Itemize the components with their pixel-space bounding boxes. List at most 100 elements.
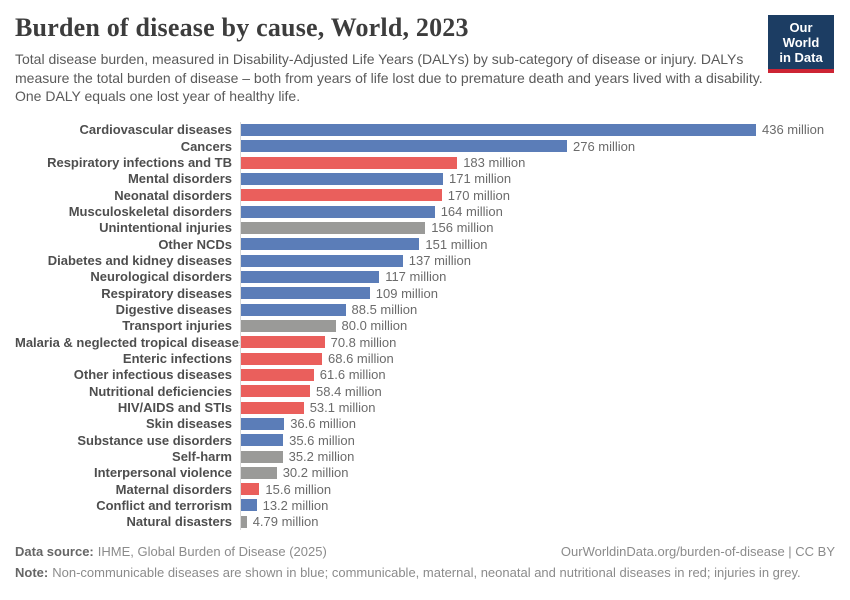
header: Burden of disease by cause, World, 2023 …: [15, 13, 835, 106]
bar[interactable]: [241, 385, 310, 398]
owid-logo-line1: Our World: [782, 20, 820, 50]
chart-row: Self-harm 35.2 million: [15, 448, 835, 465]
chart-row: Conflict and terrorism 13.2 million: [15, 497, 835, 514]
bar[interactable]: [241, 189, 442, 202]
chart-row: Digestive diseases 88.5 million: [15, 301, 835, 318]
bar-track: 4.79 million: [240, 513, 835, 530]
bar-track: 53.1 million: [240, 399, 835, 416]
note-label: Note:: [15, 564, 49, 580]
category-label: Neonatal disorders: [114, 187, 232, 203]
value-label: 53.1 million: [309, 400, 376, 416]
value-label: 164 million: [440, 204, 503, 220]
bar[interactable]: [241, 352, 322, 365]
bar[interactable]: [241, 123, 756, 136]
chart-row: Diabetes and kidney diseases 137 million: [15, 252, 835, 269]
category-label: Digestive diseases: [115, 302, 232, 318]
bar-track: 58.4 million: [240, 383, 835, 400]
bar[interactable]: [241, 172, 443, 185]
bar-track: 61.6 million: [240, 366, 835, 384]
bar-track: 156 million: [240, 219, 835, 237]
chart-row: Respiratory diseases 109 million: [15, 285, 835, 302]
category-label: Cancers: [180, 138, 232, 154]
footer-note: Note: Non-communicable diseases are shown…: [15, 565, 835, 580]
bar-track: 109 million: [240, 285, 835, 302]
bar[interactable]: [241, 483, 260, 496]
bar[interactable]: [241, 401, 304, 414]
value-label: 156 million: [431, 220, 494, 236]
value-label: 4.79 million: [252, 514, 319, 530]
chart-row: Skin diseases 36.6 million: [15, 415, 835, 433]
bar-track: 80.0 million: [240, 317, 835, 335]
value-label: 276 million: [573, 138, 636, 154]
bar[interactable]: [241, 368, 314, 381]
chart-row: Natural disasters 4.79 million: [15, 513, 835, 530]
value-label: 70.8 million: [330, 334, 397, 350]
owid-logo-line2: in Data: [779, 50, 823, 65]
category-label: Mental disorders: [127, 171, 232, 187]
chart-row: Cardiovascular diseases 436 million: [15, 121, 835, 139]
page-title: Burden of disease by cause, World, 2023: [15, 13, 469, 42]
bar-track: 13.2 million: [240, 497, 835, 514]
chart-rows: Cardiovascular diseases 436 million Cancer…: [15, 121, 835, 530]
bar[interactable]: [241, 466, 277, 479]
bar[interactable]: [241, 270, 380, 283]
category-label: Diabetes and kidney diseases: [47, 253, 232, 269]
bar[interactable]: [241, 238, 420, 251]
category-label: Conflict and terrorism: [96, 497, 232, 513]
value-label: 117 million: [385, 269, 447, 285]
chart-row: Malaria & neglected tropical diseases 70.…: [15, 334, 835, 351]
chart-row: Neurological disorders 117 million: [15, 268, 835, 286]
chart-row: Unintentional injuries 156 million: [15, 219, 835, 237]
footer: Data source: IHME, Global Burden of Disea…: [15, 544, 835, 580]
bar[interactable]: [241, 434, 284, 447]
chart-row: Maternal disorders 15.6 million: [15, 481, 835, 498]
bar[interactable]: [241, 205, 435, 218]
bar-chart: Cardiovascular diseases 436 million Cancer…: [15, 121, 835, 530]
bar[interactable]: [241, 287, 370, 300]
bar-track: 117 million: [240, 268, 835, 286]
chart-row: Mental disorders 171 million: [15, 170, 835, 188]
citation-link[interactable]: OurWorldinData.org/burden-of-disease | C…: [560, 543, 835, 559]
category-label: Self-harm: [172, 449, 232, 464]
chart-row: Musculoskeletal disorders 164 million: [15, 203, 835, 220]
bar-track: 35.6 million: [240, 432, 835, 449]
bar[interactable]: [241, 140, 567, 153]
value-label: 68.6 million: [328, 351, 394, 367]
bar[interactable]: [241, 254, 403, 267]
value-label: 15.6 million: [265, 481, 332, 497]
bar[interactable]: [241, 499, 257, 512]
bar[interactable]: [241, 417, 285, 430]
category-label: Cardiovascular diseases: [79, 122, 232, 138]
category-label: Enteric infections: [122, 351, 232, 367]
data-source: Data source: IHME, Global Burden of Disea…: [15, 544, 327, 559]
category-label: Malaria & neglected tropical diseases: [15, 334, 247, 350]
category-label: Skin diseases: [146, 416, 232, 432]
bar[interactable]: [241, 319, 336, 332]
category-label: Respiratory infections and TB: [47, 155, 232, 171]
bar[interactable]: [241, 303, 346, 316]
chart-subtitle: Total disease burden, measured in Disabi…: [15, 51, 763, 105]
bar-track: 68.6 million: [240, 350, 835, 367]
bar-track: 276 million: [240, 138, 835, 155]
chart-row: Interpersonal violence 30.2 million: [15, 464, 835, 481]
value-label: 61.6 million: [319, 367, 386, 383]
bar-track: 151 million: [240, 236, 835, 253]
value-label: 36.6 million: [290, 416, 356, 432]
bar[interactable]: [241, 336, 325, 349]
bar[interactable]: [241, 450, 283, 463]
bar[interactable]: [241, 156, 458, 169]
value-label: 88.5 million: [351, 302, 418, 318]
chart-row: Substance use disorders 35.6 million: [15, 432, 835, 449]
category-label: HIV/AIDS and STIs: [117, 400, 232, 416]
bar[interactable]: [241, 221, 426, 234]
chart-row: Respiratory infections and TB 183 million: [15, 154, 835, 171]
bar[interactable]: [241, 515, 247, 528]
value-label: 35.6 million: [289, 432, 355, 448]
data-source-label: Data source:: [15, 543, 94, 559]
value-label: 30.2 million: [282, 465, 349, 481]
value-label: 151 million: [425, 236, 488, 252]
bar-track: 35.2 million: [240, 448, 835, 465]
bar-track: 70.8 million: [240, 334, 835, 351]
bar-track: 137 million: [240, 252, 835, 269]
